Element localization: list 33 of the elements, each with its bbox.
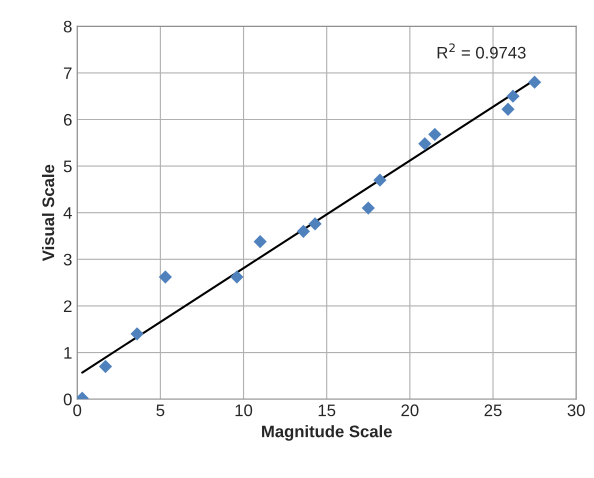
y-axis-title: Visual Scale [42, 164, 54, 262]
point [308, 217, 322, 230]
y-tick-label: 8 [64, 20, 72, 32]
y-tick-label: 2 [64, 300, 72, 312]
point [98, 360, 112, 374]
y-tick-label: 6 [64, 114, 72, 126]
point [230, 270, 244, 284]
y-tick-label: 1 [64, 347, 72, 359]
point [130, 327, 144, 340]
annotation: R$^{2}$ = 0.9743 [438, 43, 526, 59]
point [362, 201, 375, 215]
point [528, 76, 542, 89]
x-tick-label: 10 [236, 404, 252, 416]
y-tick-label: 7 [64, 67, 72, 79]
point [428, 128, 442, 141]
point [373, 174, 387, 187]
point [296, 224, 310, 238]
x-tick-label: 25 [484, 404, 502, 416]
x-tick-label: 20 [401, 404, 418, 416]
point [501, 102, 515, 116]
x-axis-title: Magnitude Scale [262, 425, 392, 441]
point [254, 235, 267, 248]
x-tick-label: 15 [318, 404, 336, 416]
y-tick-label: 0 [64, 394, 72, 406]
point [506, 90, 520, 103]
point [158, 270, 172, 284]
x-tick-label: 0 [73, 404, 82, 416]
point [418, 137, 432, 150]
y-tick-label: 4 [63, 207, 72, 219]
y-tick-label: 5 [64, 160, 72, 172]
x-tick-label: 30 [568, 404, 585, 416]
y-tick-label: 3 [64, 254, 72, 266]
x-tick-label: 5 [156, 404, 164, 416]
